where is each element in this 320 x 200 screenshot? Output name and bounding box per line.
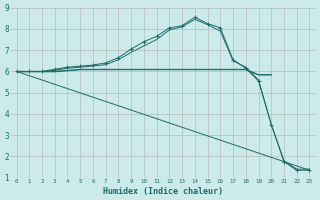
- X-axis label: Humidex (Indice chaleur): Humidex (Indice chaleur): [103, 187, 223, 196]
